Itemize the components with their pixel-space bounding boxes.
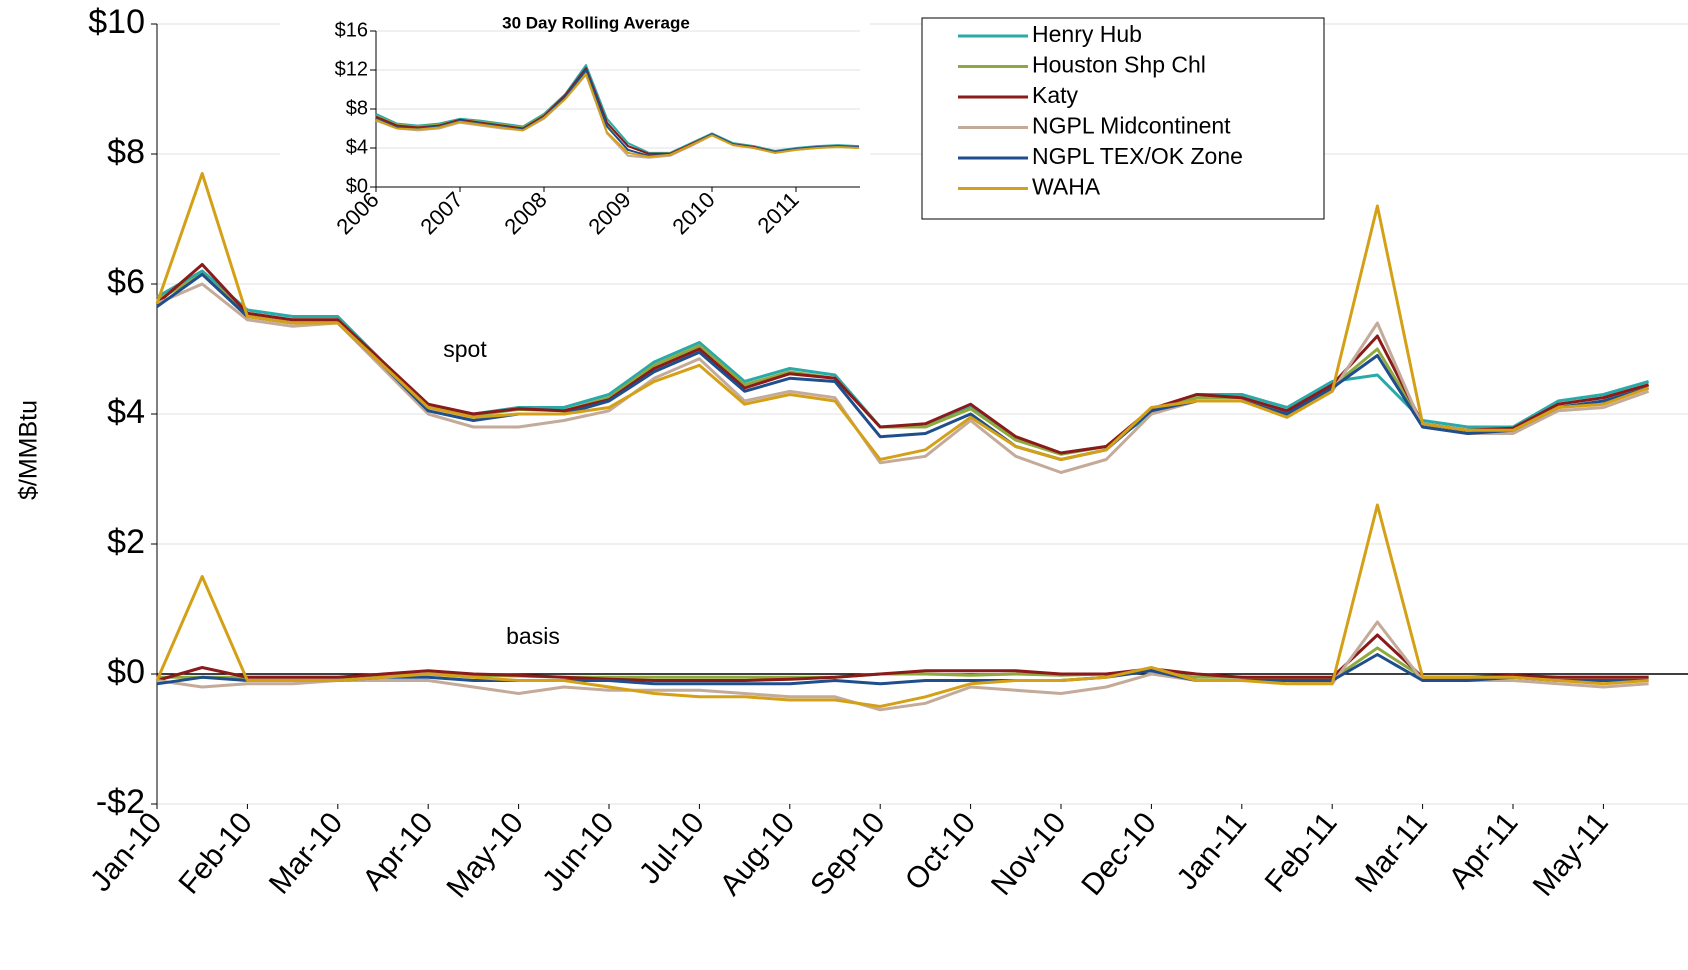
y-tick-label: $8	[107, 133, 145, 171]
legend-label: Henry Hub	[1032, 21, 1142, 47]
y-tick-label: $0	[107, 653, 145, 691]
inset-title: 30 Day Rolling Average	[502, 13, 690, 32]
y-axis-label: $/MMBtu	[15, 400, 43, 500]
annotation: spot	[443, 336, 487, 362]
y-tick-label: -$2	[96, 783, 145, 821]
legend-label: Houston Shp Chl	[1032, 52, 1206, 78]
y-tick-label: $4	[346, 136, 368, 158]
legend-label: Katy	[1032, 82, 1079, 108]
y-tick-label: $8	[346, 97, 368, 119]
legend-label: NGPL TEX/OK Zone	[1032, 143, 1243, 169]
y-tick-label: $10	[88, 3, 145, 41]
legend-label: WAHA	[1032, 174, 1101, 200]
series-line	[156, 263, 1650, 455]
legend-box	[921, 17, 1325, 220]
y-tick-label: $12	[335, 58, 368, 80]
series-line	[156, 653, 1649, 686]
series-line	[155, 503, 1649, 708]
series-line	[156, 282, 1650, 474]
legend-label: NGPL Midcontinent	[1032, 113, 1231, 139]
series-line	[375, 72, 860, 158]
y-tick-label: $2	[107, 523, 145, 561]
series-line	[155, 172, 1650, 461]
y-tick-label: $0	[346, 175, 368, 197]
y-tick-label: $4	[107, 393, 145, 431]
inset-panel	[280, 8, 870, 283]
y-tick-label: $6	[107, 263, 145, 301]
annotation: basis	[506, 623, 560, 649]
series-line	[156, 620, 1649, 712]
series-line	[156, 633, 1649, 682]
y-tick-label: $16	[335, 19, 368, 41]
